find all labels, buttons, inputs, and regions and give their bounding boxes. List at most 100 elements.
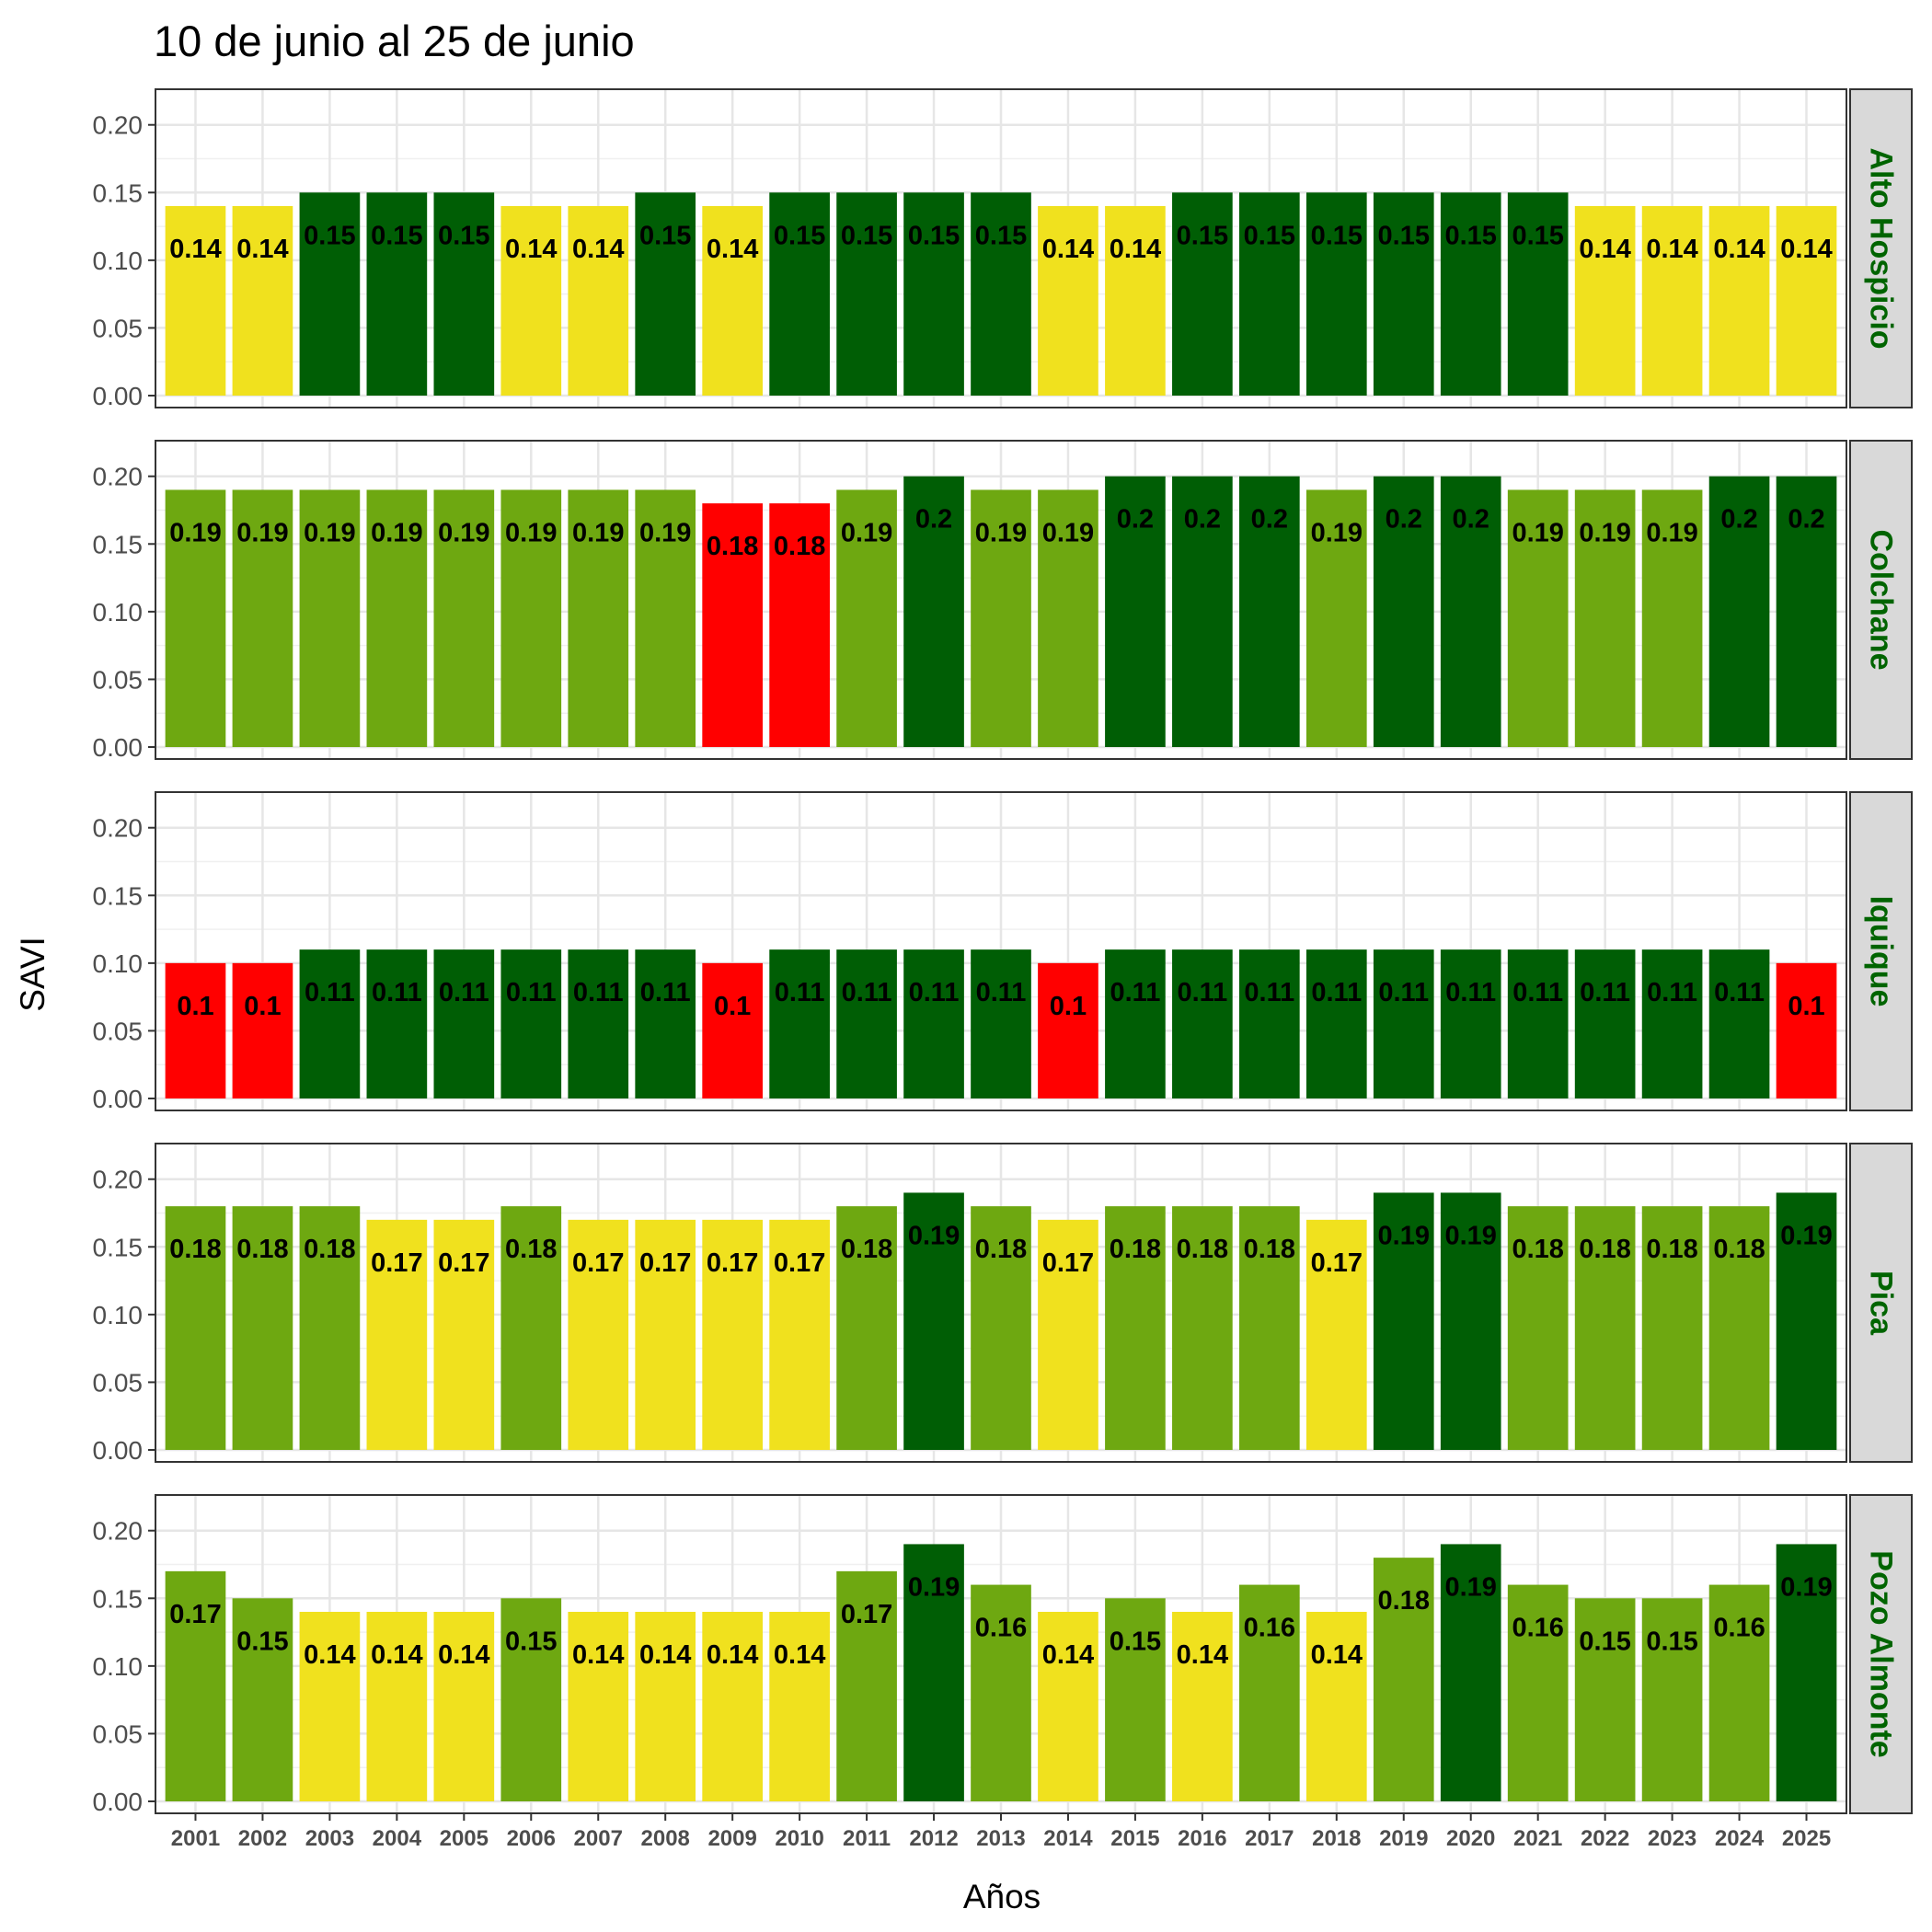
bar-value-label: 0.11 xyxy=(1580,978,1630,1007)
bar-value-label: 0.14 xyxy=(1311,1640,1363,1670)
y-axis-label: SAVI xyxy=(14,937,52,1012)
bar xyxy=(1172,1206,1233,1450)
bar-value-label: 0.14 xyxy=(1780,235,1832,264)
bar-value-label: 0.11 xyxy=(573,978,624,1007)
bar-value-label: 0.15 xyxy=(304,221,355,250)
bar xyxy=(971,1206,1031,1450)
facet-strip xyxy=(1849,440,1913,760)
bar-value-label: 0.19 xyxy=(1042,518,1094,547)
panel-border xyxy=(155,440,1847,760)
bar xyxy=(702,1612,763,1801)
bar-value-label: 0.19 xyxy=(1444,1221,1496,1250)
bar-value-label: 0.15 xyxy=(371,221,422,250)
x-tick-label: 2025 xyxy=(1782,1826,1831,1851)
bar xyxy=(971,192,1031,396)
bar xyxy=(769,1612,830,1801)
bar-value-label: 0.1 xyxy=(1788,992,1824,1021)
bar-value-label: 0.11 xyxy=(506,978,557,1007)
x-tick-label: 2014 xyxy=(1043,1826,1093,1851)
bar xyxy=(1305,1612,1367,1801)
bar-value-label: 0.11 xyxy=(1177,978,1227,1007)
bar xyxy=(1105,949,1166,1098)
bar xyxy=(1440,1544,1501,1801)
bar xyxy=(1373,1558,1434,1801)
bar-value-label: 0.16 xyxy=(1713,1614,1765,1643)
y-tick-label: 0.20 xyxy=(93,814,144,843)
x-tick-label: 2019 xyxy=(1379,1826,1428,1851)
bar-value-label: 0.14 xyxy=(1713,235,1765,264)
bar xyxy=(568,489,629,747)
y-tick-label: 0.15 xyxy=(93,1584,144,1613)
bar-value-label: 0.14 xyxy=(236,235,288,264)
bar xyxy=(500,1206,562,1450)
bar xyxy=(836,949,897,1098)
bar-value-label: 0.11 xyxy=(1244,978,1294,1007)
x-tick-label: 2006 xyxy=(507,1826,556,1851)
bar xyxy=(299,1206,361,1450)
bar-value-label: 0.16 xyxy=(1512,1614,1563,1643)
bar xyxy=(1305,192,1367,396)
bar xyxy=(1708,476,1770,747)
x-tick-label: 2016 xyxy=(1178,1826,1226,1851)
x-tick-label: 2022 xyxy=(1581,1826,1629,1851)
bar xyxy=(903,1544,964,1801)
bar-value-label: 0.19 xyxy=(1444,1572,1496,1602)
bar-value-label: 0.15 xyxy=(1579,1627,1630,1656)
x-tick-label: 2007 xyxy=(574,1826,623,1851)
bar-value-label: 0.14 xyxy=(1646,235,1697,264)
bar xyxy=(232,489,293,747)
bar-value-label: 0.17 xyxy=(169,1600,221,1629)
bar-value-label: 0.15 xyxy=(1244,221,1295,250)
bar-value-label: 0.14 xyxy=(1042,235,1094,264)
bar-value-label: 0.11 xyxy=(1378,978,1429,1007)
facet-strip xyxy=(1849,88,1913,408)
x-tick-label: 2008 xyxy=(641,1826,690,1851)
bar-value-label: 0.11 xyxy=(1311,978,1362,1007)
bar xyxy=(165,489,226,747)
bar xyxy=(1507,1206,1569,1450)
bar-value-label: 0.19 xyxy=(236,518,288,547)
facet-strip-label: Alto Hospicio xyxy=(1864,147,1899,349)
bar-value-label: 0.11 xyxy=(1110,978,1160,1007)
bar xyxy=(1574,1598,1636,1801)
y-tick-label: 0.15 xyxy=(93,881,144,910)
chart-title: 10 de junio al 25 de junio xyxy=(154,17,635,65)
bar xyxy=(836,489,897,747)
bar xyxy=(1172,192,1233,396)
x-axis-label: Años xyxy=(963,1878,1041,1915)
bar xyxy=(1373,476,1434,747)
bar-value-label: 0.1 xyxy=(1050,992,1087,1021)
bar xyxy=(433,1612,495,1801)
bar xyxy=(1239,192,1300,396)
bar xyxy=(165,206,226,396)
bar xyxy=(1373,192,1434,396)
bar-value-label: 0.18 xyxy=(505,1235,557,1264)
bar xyxy=(1172,1612,1233,1801)
x-tick-label: 2011 xyxy=(843,1826,891,1851)
bar xyxy=(1507,489,1569,747)
bar xyxy=(1708,206,1770,396)
bar-value-label: 0.19 xyxy=(1378,1221,1430,1250)
bar xyxy=(1038,962,1098,1098)
bar-value-label: 0.14 xyxy=(169,235,221,264)
bar-value-label: 0.19 xyxy=(908,1221,960,1250)
bar-value-label: 0.11 xyxy=(372,978,422,1007)
bar xyxy=(836,1570,897,1801)
y-tick-label: 0.15 xyxy=(93,530,144,558)
bar xyxy=(1373,1192,1434,1450)
bar-value-label: 0.14 xyxy=(505,235,557,264)
bar-value-label: 0.19 xyxy=(438,518,489,547)
bar-value-label: 0.15 xyxy=(1311,221,1363,250)
bar xyxy=(1373,949,1434,1098)
bar-value-label: 0.11 xyxy=(1714,978,1765,1007)
x-tick-label: 2023 xyxy=(1648,1826,1696,1851)
y-tick-label: 0.10 xyxy=(93,1652,144,1681)
bar xyxy=(1574,489,1636,747)
bar-value-label: 0.19 xyxy=(1311,518,1363,547)
bar xyxy=(971,1584,1031,1801)
bar xyxy=(299,1612,361,1801)
bar-value-label: 0.2 xyxy=(1386,505,1422,535)
bar-value-label: 0.2 xyxy=(1788,505,1824,535)
bar-value-label: 0.19 xyxy=(908,1572,960,1602)
